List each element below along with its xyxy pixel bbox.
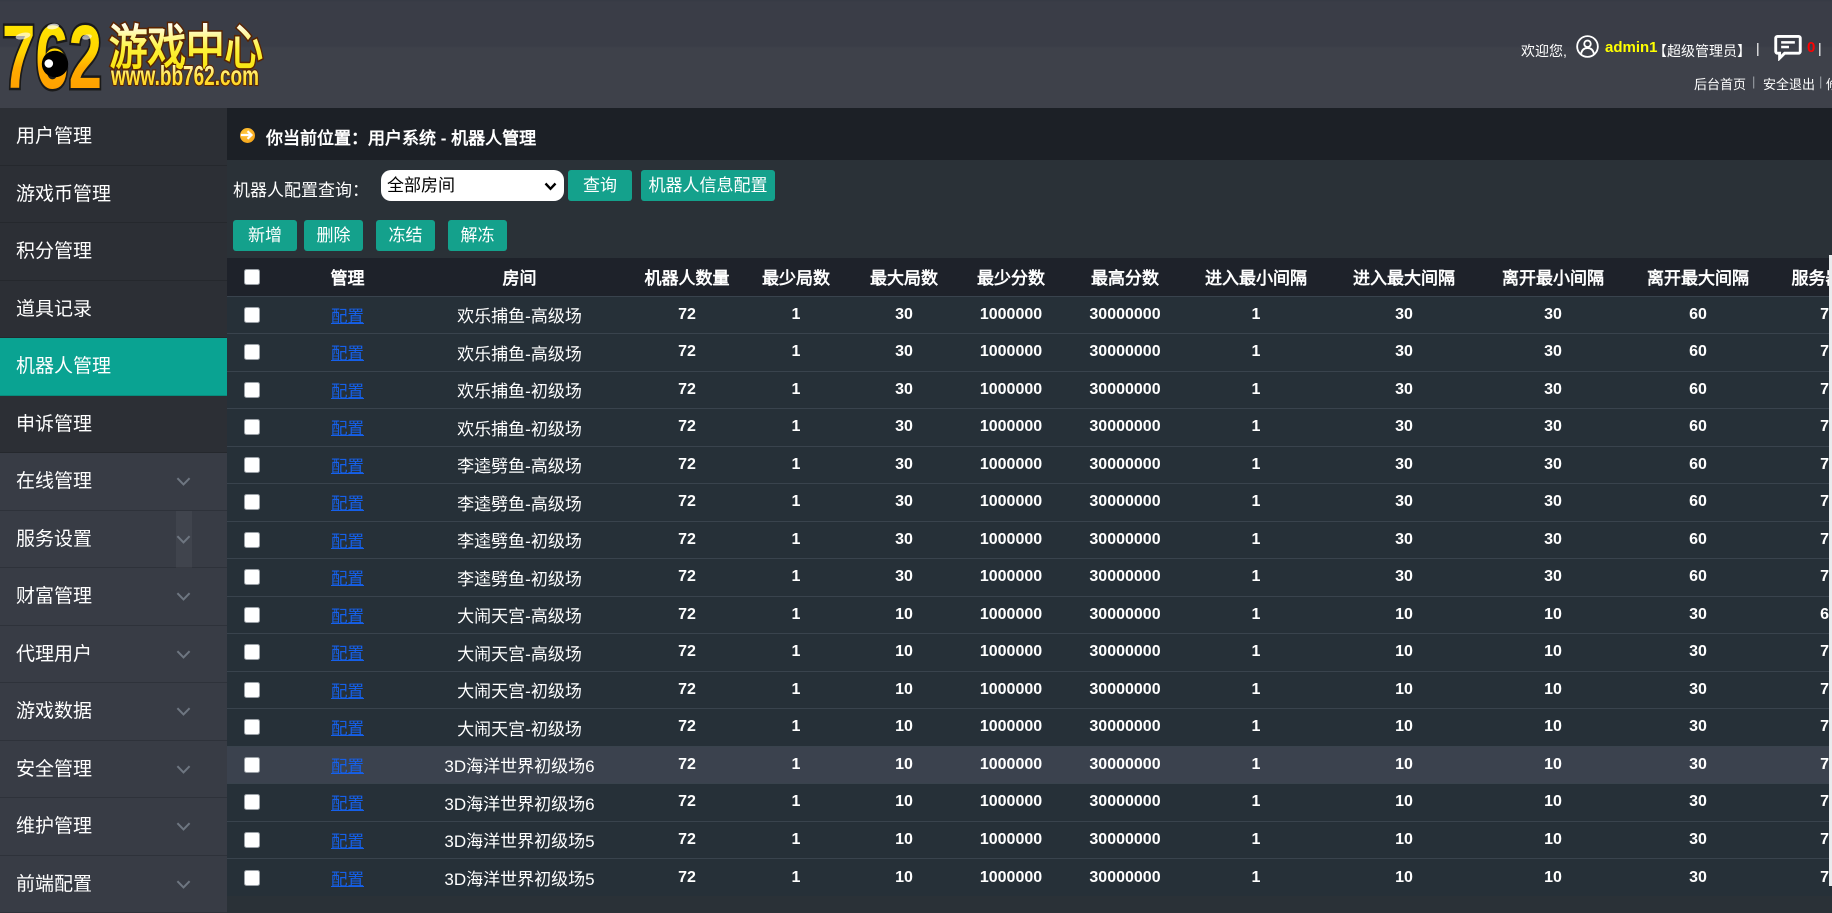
svg-text:游戏中心: 游戏中心 xyxy=(109,22,263,75)
svg-text:www.bb762.com: www.bb762.com xyxy=(110,60,259,91)
